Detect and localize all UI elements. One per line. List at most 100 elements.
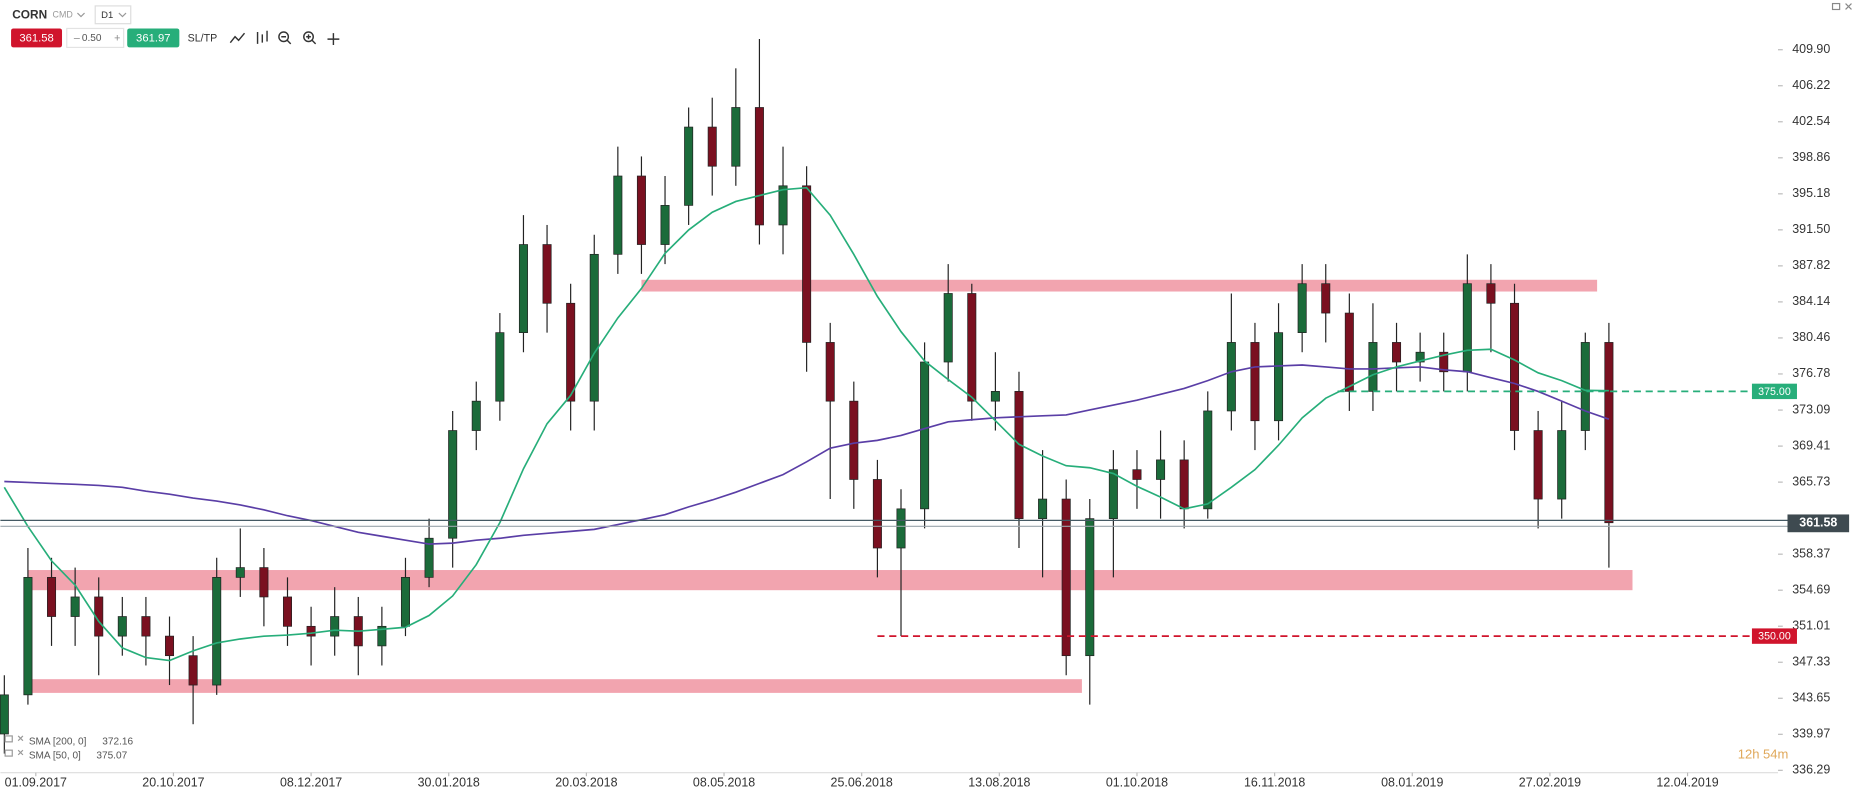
y-tick-label: 402.54	[1792, 114, 1830, 128]
y-tick-label: 365.73	[1792, 474, 1830, 488]
candle-body	[1179, 459, 1189, 510]
price-level-box	[1751, 383, 1797, 400]
x-tick-label: 12.04.2019	[1656, 776, 1718, 790]
legend-value: 372.16	[102, 737, 133, 748]
buy-button[interactable]	[127, 28, 180, 48]
lot-minus[interactable]: –	[74, 32, 80, 44]
y-tick-label: 339.97	[1792, 727, 1830, 741]
candle-body	[282, 596, 292, 627]
y-tick-label: 391.50	[1792, 222, 1830, 236]
sell-button[interactable]	[11, 28, 63, 48]
support-resistance-zone	[27, 570, 1633, 591]
candle-body	[967, 293, 977, 402]
support-resistance-zone	[27, 679, 1082, 693]
x-tick-label: 01.09.2017	[5, 776, 67, 790]
zoom-out-handle	[281, 36, 292, 45]
candle-body	[306, 625, 316, 637]
candle-body	[825, 342, 835, 402]
candle-body	[1604, 342, 1614, 524]
dropdown-arrow[interactable]	[77, 12, 85, 18]
candle-body	[47, 577, 57, 617]
legend-value: 375.07	[96, 751, 127, 762]
indicator-legend: SMA [200, 0] 372.16 SMA [50, 0] 375.07	[4, 735, 133, 762]
y-tick-label: 358.37	[1792, 546, 1830, 560]
close-icon[interactable]	[1845, 3, 1852, 10]
window-icons[interactable]	[1831, 2, 1852, 11]
candle-body	[1462, 283, 1472, 373]
candle-body	[920, 361, 930, 510]
ask-price[interactable]: 361.97	[136, 32, 170, 44]
candle-body	[636, 175, 646, 245]
zoom-in-handle	[306, 34, 317, 45]
y-tick-label: 376.78	[1792, 366, 1830, 380]
price-level-label: 375.00	[1758, 386, 1791, 398]
candle-body	[117, 616, 127, 637]
plot-area: 409.90 406.22 402.54 398.86 395.18 391.50 387.…	[0, 38, 1850, 790]
sl-tp[interactable]: SL/TP	[188, 32, 218, 44]
candle-body	[448, 430, 458, 539]
x-tick-label: 08.01.2019	[1381, 776, 1443, 790]
candle-body	[235, 567, 245, 578]
y-tick-label: 380.46	[1792, 330, 1830, 344]
candle-icon[interactable]	[256, 30, 268, 44]
legend-remove[interactable]	[17, 735, 24, 742]
lot-plus[interactable]: +	[114, 32, 120, 44]
candle-body	[518, 244, 528, 333]
candle-body	[495, 332, 505, 402]
candle-body	[1061, 498, 1071, 657]
lot-box[interactable]	[66, 27, 125, 48]
line-tool-icon[interactable]	[229, 32, 246, 44]
legend-remove[interactable]	[17, 749, 24, 756]
y-tick-label: 398.86	[1792, 150, 1830, 164]
legend-name: SMA [200, 0]	[29, 737, 87, 748]
current-price-box	[1787, 514, 1850, 533]
crosshair-icon[interactable]	[327, 33, 340, 46]
interval-box[interactable]	[94, 5, 132, 25]
y-tick-label: 369.41	[1792, 438, 1830, 452]
y-tick-label: 354.69	[1792, 582, 1830, 596]
candle-body	[1203, 410, 1213, 510]
candle-body	[424, 537, 434, 578]
interval[interactable]: D1	[101, 10, 113, 21]
toolbar-icons[interactable]	[229, 30, 340, 46]
legend-icon[interactable]	[4, 749, 13, 757]
sma-line	[3, 186, 1609, 662]
candle-body	[0, 694, 9, 735]
candle-timer: 12h 54m	[1738, 746, 1789, 761]
legend-name: SMA [50, 0]	[29, 751, 81, 762]
candle-body	[188, 655, 198, 686]
dropdown-arrow[interactable]	[118, 12, 127, 18]
x-tick-label: 13.08.2018	[968, 776, 1030, 790]
candle-body	[660, 205, 670, 245]
y-tick-label: 347.33	[1792, 655, 1830, 669]
candle-body	[613, 175, 623, 255]
candle-body	[778, 185, 788, 226]
bid-price[interactable]: 361.58	[19, 32, 53, 44]
candle-body	[1156, 459, 1166, 480]
candle-body	[471, 400, 481, 431]
candle-body	[259, 567, 269, 598]
candle-body	[1108, 469, 1118, 519]
legend-icon[interactable]	[4, 735, 13, 743]
y-tick-label: 336.29	[1792, 763, 1830, 777]
candle-body	[141, 616, 151, 637]
category: CMD	[53, 10, 73, 20]
zoom-in-icon[interactable]	[303, 31, 314, 43]
price-level-label: 350.00	[1758, 631, 1791, 643]
sma-line	[4, 364, 1610, 545]
restore-icon[interactable]	[1831, 2, 1841, 11]
y-tick-label: 387.82	[1792, 258, 1830, 272]
candle-body	[1486, 283, 1496, 304]
candle-body	[1321, 283, 1331, 314]
candle-body	[1085, 518, 1095, 657]
x-tick-label: 08.05.2018	[693, 776, 755, 790]
zoom-out-icon[interactable]	[278, 31, 290, 43]
candle-body	[731, 107, 741, 167]
symbol[interactable]: CORN	[12, 8, 47, 22]
candle-body	[566, 302, 576, 402]
lot-size[interactable]: 0.50	[82, 33, 102, 44]
x-tick-label: 30.01.2018	[418, 776, 480, 790]
candle-body	[849, 400, 859, 480]
